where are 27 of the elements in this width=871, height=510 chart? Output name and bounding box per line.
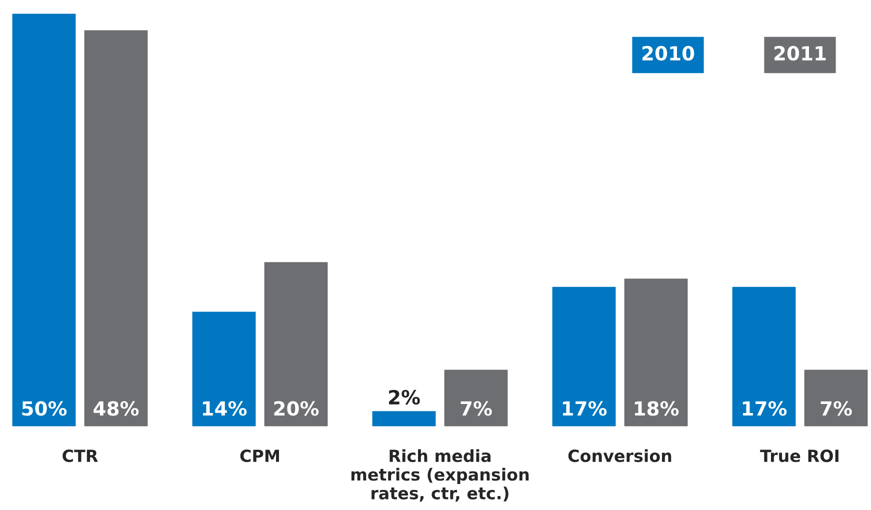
x-tick-label: CPM [240,450,279,462]
bar [550,286,618,427]
data-label: 50% [22,401,67,416]
text: 2010 [642,46,694,61]
bar [10,13,78,427]
x-tick-label: True ROI [760,450,838,462]
data-label: 7% [820,401,852,416]
bar [262,260,330,427]
data-label: 2% [389,390,420,405]
bar [370,410,438,427]
x-tick-label: Rich media metrics (expansion rates, ctr, etc.) [351,449,529,502]
bar [730,286,798,427]
data-label: 17% [562,401,607,416]
bar [622,277,690,427]
data-label: 7% [460,401,492,416]
text: 2011 [774,46,826,61]
x-tick-label: Conversion [568,449,672,462]
bar [802,368,870,427]
data-label: 17% [742,401,787,416]
data-label: 48% [94,401,139,416]
bar [442,368,510,427]
bar [82,28,150,427]
bar [190,310,258,427]
x-tick-label: CTR [62,450,98,462]
data-label: 18% [634,401,679,416]
data-label: 14% [202,401,247,416]
data-label: 20% [274,401,319,416]
